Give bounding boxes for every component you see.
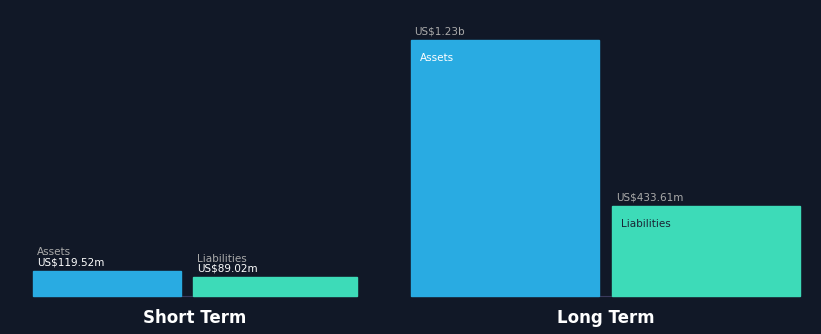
Text: US$433.61m: US$433.61m [616,192,683,202]
Text: Liabilities: Liabilities [197,254,247,264]
Bar [193,277,357,296]
Text: Short Term: Short Term [144,309,246,327]
Bar [410,40,599,296]
Text: Assets: Assets [37,247,71,258]
Text: US$89.02m: US$89.02m [197,264,258,274]
Bar [612,205,800,296]
Text: US$119.52m: US$119.52m [37,258,104,268]
Text: Assets: Assets [420,53,455,63]
Bar [33,271,181,296]
Text: Liabilities: Liabilities [621,219,672,229]
Text: Long Term: Long Term [557,309,654,327]
Text: US$1.23b: US$1.23b [415,27,466,37]
